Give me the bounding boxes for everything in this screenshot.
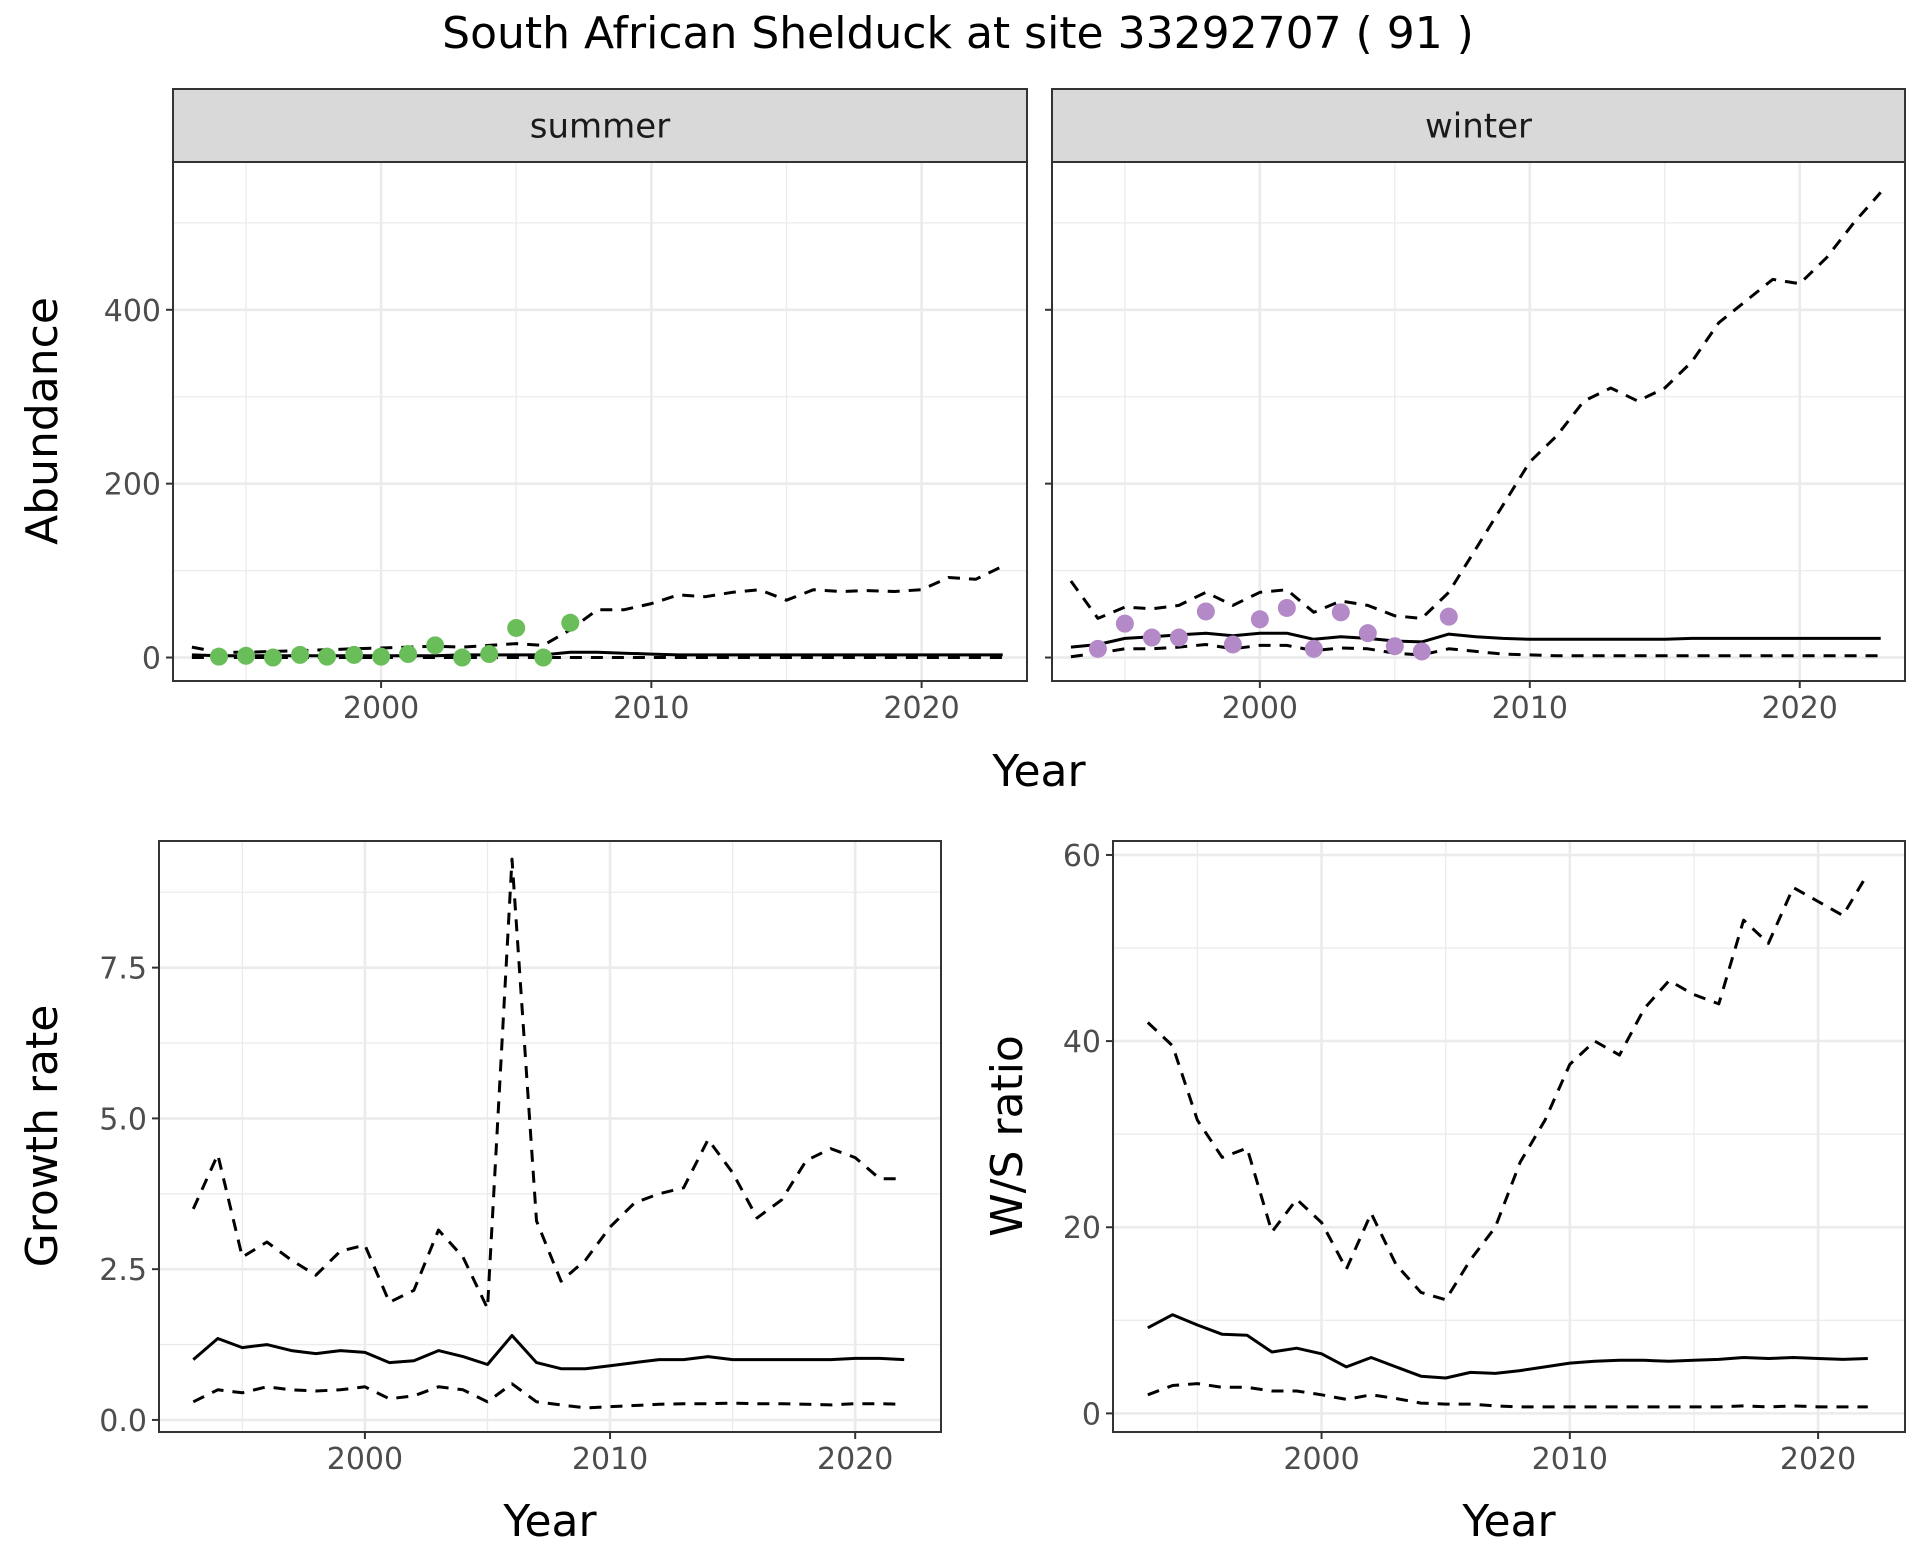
x-tick-label: 2000 <box>343 691 419 726</box>
x-axis-title: Year <box>1461 1496 1556 1547</box>
x-axis-title-facets: Year <box>991 746 1086 797</box>
panel-growth: 2000 2010 2020 0.0 2.5 5.0 7.5 Year Growth rate <box>17 840 942 1547</box>
data-point <box>1385 637 1404 656</box>
data-point <box>236 646 255 665</box>
x-tick-label: 2010 <box>572 1442 648 1477</box>
panel-border-ws_ratio <box>1112 840 1906 1433</box>
x-axis-title: Year <box>502 1496 597 1547</box>
data-point <box>318 647 337 666</box>
y-tick-label: 200 <box>104 468 161 503</box>
x-tick-label: 2020 <box>817 1442 893 1477</box>
grid-summer <box>173 162 1027 681</box>
data-point <box>480 645 499 664</box>
data-point <box>1331 603 1350 622</box>
series-estimate-line <box>1147 1313 1868 1380</box>
data-point <box>534 648 553 667</box>
data-point <box>1412 642 1431 661</box>
y-tick-label: 0.0 <box>99 1404 147 1439</box>
data-point <box>1358 624 1377 643</box>
series-lower-line <box>1070 643 1881 659</box>
data-point <box>1439 607 1458 626</box>
figure-title: South African Shelduck at site 33292707 … <box>442 8 1474 59</box>
strip-label-summer: summer <box>530 107 670 147</box>
grid-growth <box>159 841 941 1432</box>
panel-border-growth <box>158 840 942 1433</box>
panel-winter: winter 2000 2010 2020 <box>1045 88 1906 726</box>
x-tick-label: 2000 <box>1222 691 1298 726</box>
grid-ws_ratio <box>1113 841 1905 1432</box>
y-tick-label: 2.5 <box>99 1253 147 1288</box>
panel-summer: summer 2000 2010 2020 0 200 400 Abundance <box>17 88 1028 726</box>
data-point <box>1169 628 1188 647</box>
strip-winter <box>1051 88 1906 163</box>
y-tick-label: 400 <box>104 294 161 329</box>
y-tick-label: 0 <box>1082 1397 1101 1432</box>
panel-border-summer <box>172 161 1028 682</box>
y-axis-title: Abundance <box>17 297 68 545</box>
y-tick-label: 40 <box>1063 1025 1101 1060</box>
data-point <box>453 648 472 667</box>
y-tick-label: 0 <box>142 642 161 677</box>
data-point <box>1250 610 1269 629</box>
series-estimate-line <box>1070 631 1881 649</box>
y-tick-label: 20 <box>1063 1211 1101 1246</box>
series-lower-line <box>1147 1382 1868 1409</box>
y-axis-title: W/S ratio <box>982 1035 1033 1237</box>
strip-summer <box>172 88 1028 163</box>
series-estimate-line <box>192 1334 905 1371</box>
data-point <box>372 647 391 666</box>
series-upper-line <box>1069 191 1882 620</box>
y-tick-label: 5.0 <box>99 1102 147 1137</box>
panel-border-winter <box>1051 161 1906 682</box>
data-point <box>507 618 526 637</box>
series-lower-line <box>192 1382 905 1410</box>
x-tick-label: 2010 <box>1532 1442 1608 1477</box>
data-point <box>345 645 364 664</box>
grid-winter <box>1052 162 1905 681</box>
x-tick-label: 2020 <box>1762 691 1838 726</box>
data-point <box>1088 639 1107 658</box>
panel-ws_ratio: 2000 2010 2020 0 20 40 60 Year W/S ratio <box>982 839 1906 1547</box>
data-point <box>1277 598 1296 617</box>
y-tick-label: 60 <box>1063 839 1101 874</box>
x-tick-label: 2010 <box>1492 691 1568 726</box>
data-point <box>1115 614 1134 633</box>
y-axis-title: Growth rate <box>17 1005 68 1268</box>
data-point <box>1304 639 1323 658</box>
data-point <box>1196 602 1215 621</box>
data-point <box>1142 628 1161 647</box>
strip-label-winter: winter <box>1425 107 1532 147</box>
x-tick-label: 2010 <box>613 691 689 726</box>
data-point <box>209 647 228 666</box>
x-tick-label: 2000 <box>1283 1442 1359 1477</box>
series-upper-line <box>1146 872 1870 1302</box>
data-point <box>399 645 418 664</box>
x-tick-label: 2020 <box>1780 1442 1856 1477</box>
series-upper-line <box>191 857 905 1310</box>
y-tick-label: 7.5 <box>99 952 147 987</box>
data-point <box>291 645 310 664</box>
series-estimate-line <box>191 650 1003 658</box>
x-tick-label: 2000 <box>327 1442 403 1477</box>
data-point <box>1223 635 1242 654</box>
x-tick-label: 2020 <box>883 691 959 726</box>
series-upper-line <box>191 564 1004 654</box>
data-point <box>426 636 445 655</box>
data-point <box>263 648 282 667</box>
data-point <box>561 613 580 632</box>
